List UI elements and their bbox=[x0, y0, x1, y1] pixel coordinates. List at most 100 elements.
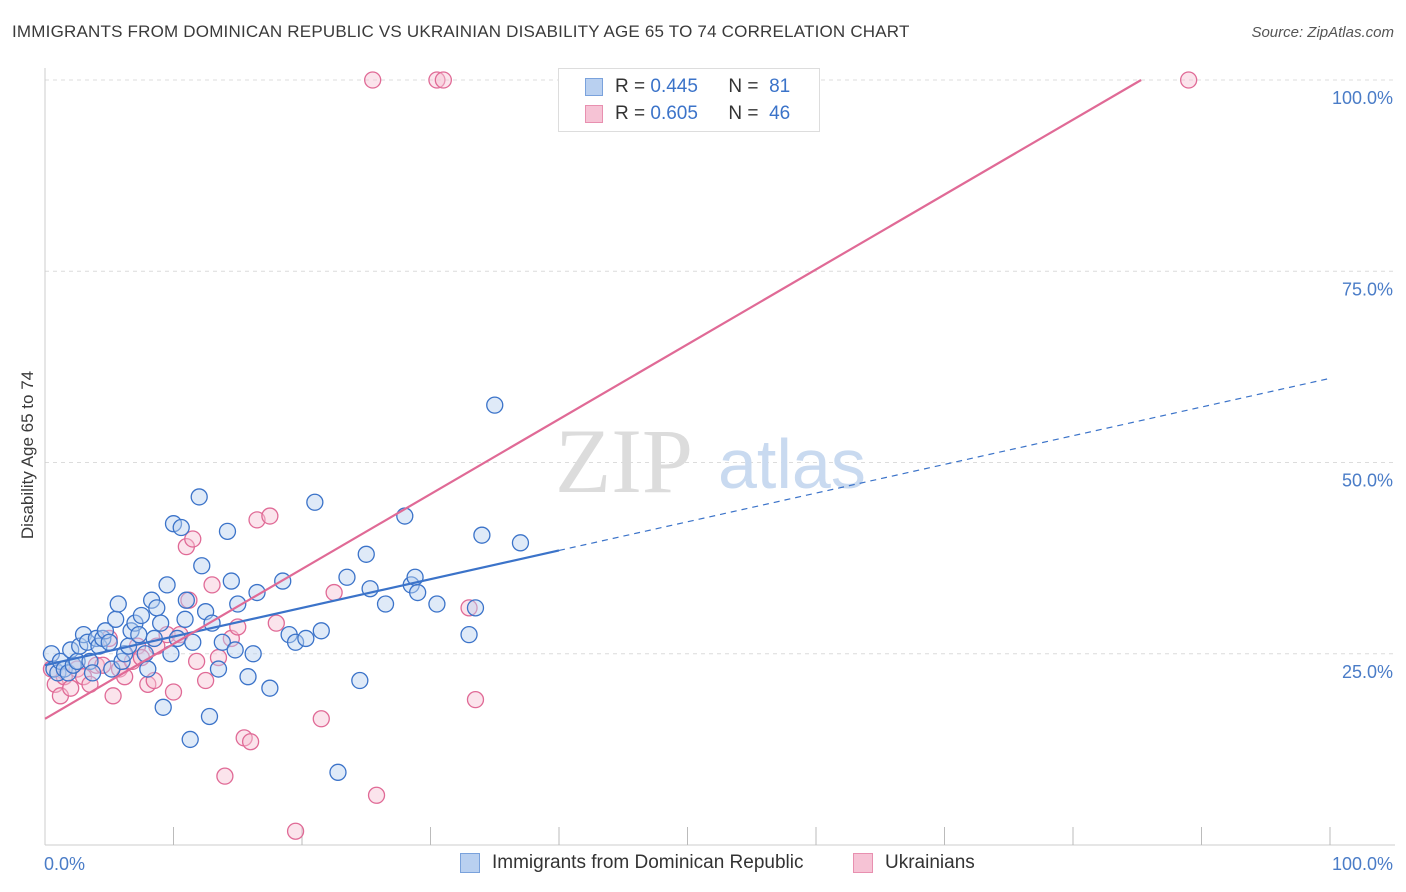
data-point bbox=[261, 507, 279, 525]
x-tick-label: 100.0% bbox=[1332, 854, 1393, 874]
axes bbox=[44, 68, 1395, 846]
tick-labels: 25.0% 50.0% 75.0% 100.0% 0.0% 100.0% bbox=[44, 88, 1393, 874]
data-point bbox=[297, 629, 315, 648]
data-point bbox=[376, 595, 395, 613]
data-point bbox=[428, 595, 446, 613]
grid-lines bbox=[45, 79, 1395, 655]
data-point bbox=[109, 595, 127, 613]
data-point bbox=[181, 730, 199, 749]
data-point bbox=[130, 625, 148, 644]
trend-line-ukrainians bbox=[44, 79, 1142, 720]
legend-r-label: R = bbox=[615, 103, 646, 124]
data-point bbox=[203, 576, 221, 594]
data-point bbox=[244, 645, 262, 663]
data-point bbox=[466, 599, 485, 617]
legend-swatch-pink bbox=[853, 853, 873, 873]
data-point bbox=[428, 71, 446, 89]
data-point bbox=[364, 71, 382, 89]
legend-label-ukrainians: Ukrainians bbox=[885, 852, 975, 873]
data-point bbox=[226, 641, 244, 659]
data-point bbox=[396, 507, 414, 525]
data-point bbox=[329, 763, 347, 781]
legend-r-value: 0.445 bbox=[650, 76, 698, 97]
legend-r-value: 0.605 bbox=[650, 103, 698, 124]
legend-n-label: N = bbox=[728, 103, 759, 124]
data-point bbox=[151, 614, 170, 632]
data-point bbox=[107, 610, 125, 628]
y-tick-label: 100.0% bbox=[1332, 88, 1393, 108]
legend-n-label: N = bbox=[728, 76, 759, 97]
data-point bbox=[176, 610, 194, 628]
data-point bbox=[338, 568, 356, 586]
data-point bbox=[62, 679, 80, 697]
data-point bbox=[184, 633, 202, 651]
data-point bbox=[187, 652, 206, 671]
y-axis-label: Disability Age 65 to 74 bbox=[18, 371, 37, 539]
data-point bbox=[434, 71, 453, 89]
y-tick-label: 75.0% bbox=[1342, 279, 1393, 299]
y-tick-label: 50.0% bbox=[1342, 471, 1393, 491]
data-point bbox=[460, 625, 478, 644]
data-point bbox=[196, 671, 215, 690]
data-point bbox=[158, 576, 176, 594]
data-point bbox=[213, 633, 231, 651]
data-point bbox=[104, 687, 122, 705]
data-point bbox=[193, 557, 211, 575]
data-point bbox=[177, 591, 196, 609]
data-point bbox=[306, 493, 324, 511]
data-point bbox=[367, 786, 386, 804]
legend-swatch-pink bbox=[585, 105, 603, 123]
legend-row-ukrainians: R = 0.605 N = 46 bbox=[585, 102, 790, 126]
data-point bbox=[154, 698, 172, 716]
data-point bbox=[164, 683, 183, 701]
legend-n-value: 81 bbox=[769, 76, 791, 97]
data-point bbox=[325, 583, 343, 602]
data-point bbox=[83, 664, 102, 682]
data-point bbox=[351, 671, 369, 690]
data-point bbox=[100, 633, 118, 651]
bottom-legend-dominican: Immigrants from Dominican Republic bbox=[460, 852, 804, 874]
data-point bbox=[172, 518, 190, 537]
data-point bbox=[222, 572, 240, 590]
legend-r-label: R = bbox=[615, 76, 646, 97]
stats-legend: R = 0.445 N = 81 R = 0.605 N = 46 bbox=[558, 68, 820, 132]
data-point bbox=[200, 707, 219, 726]
data-point bbox=[466, 691, 485, 709]
chart-title: IMMIGRANTS FROM DOMINICAN REPUBLIC VS UK… bbox=[12, 22, 910, 41]
series-ukrainians bbox=[42, 71, 1198, 840]
trend-lines bbox=[44, 79, 1331, 720]
legend-label-dominican: Immigrants from Dominican Republic bbox=[492, 852, 804, 873]
data-point bbox=[190, 488, 208, 506]
data-point bbox=[139, 660, 157, 678]
data-point bbox=[473, 526, 491, 544]
data-point bbox=[312, 622, 330, 640]
bottom-legend-ukrainians: Ukrainians bbox=[853, 852, 975, 874]
data-point bbox=[460, 599, 478, 617]
data-point bbox=[408, 583, 427, 602]
data-point bbox=[286, 822, 305, 840]
data-point bbox=[239, 668, 257, 686]
legend-swatch-blue bbox=[460, 853, 480, 873]
trend-line-dominican bbox=[44, 549, 560, 667]
data-point bbox=[486, 396, 504, 414]
data-point bbox=[145, 629, 163, 648]
data-point bbox=[132, 606, 151, 625]
data-point bbox=[357, 545, 375, 563]
data-point bbox=[267, 614, 285, 632]
data-point bbox=[184, 530, 202, 548]
data-point bbox=[1180, 71, 1198, 89]
x-tick-label: 0.0% bbox=[44, 854, 85, 874]
data-point bbox=[148, 599, 166, 617]
legend-row-dominican: R = 0.445 N = 81 bbox=[585, 75, 790, 99]
data-point bbox=[241, 733, 260, 751]
data-point bbox=[312, 710, 330, 728]
watermark: ZIP atlas bbox=[555, 410, 866, 512]
data-point bbox=[209, 660, 228, 678]
legend-swatch-blue bbox=[585, 78, 603, 96]
legend-n-value: 46 bbox=[769, 103, 791, 124]
data-point bbox=[511, 534, 530, 552]
series-dominican bbox=[42, 396, 530, 781]
data-point bbox=[216, 767, 234, 785]
data-point bbox=[248, 511, 266, 529]
